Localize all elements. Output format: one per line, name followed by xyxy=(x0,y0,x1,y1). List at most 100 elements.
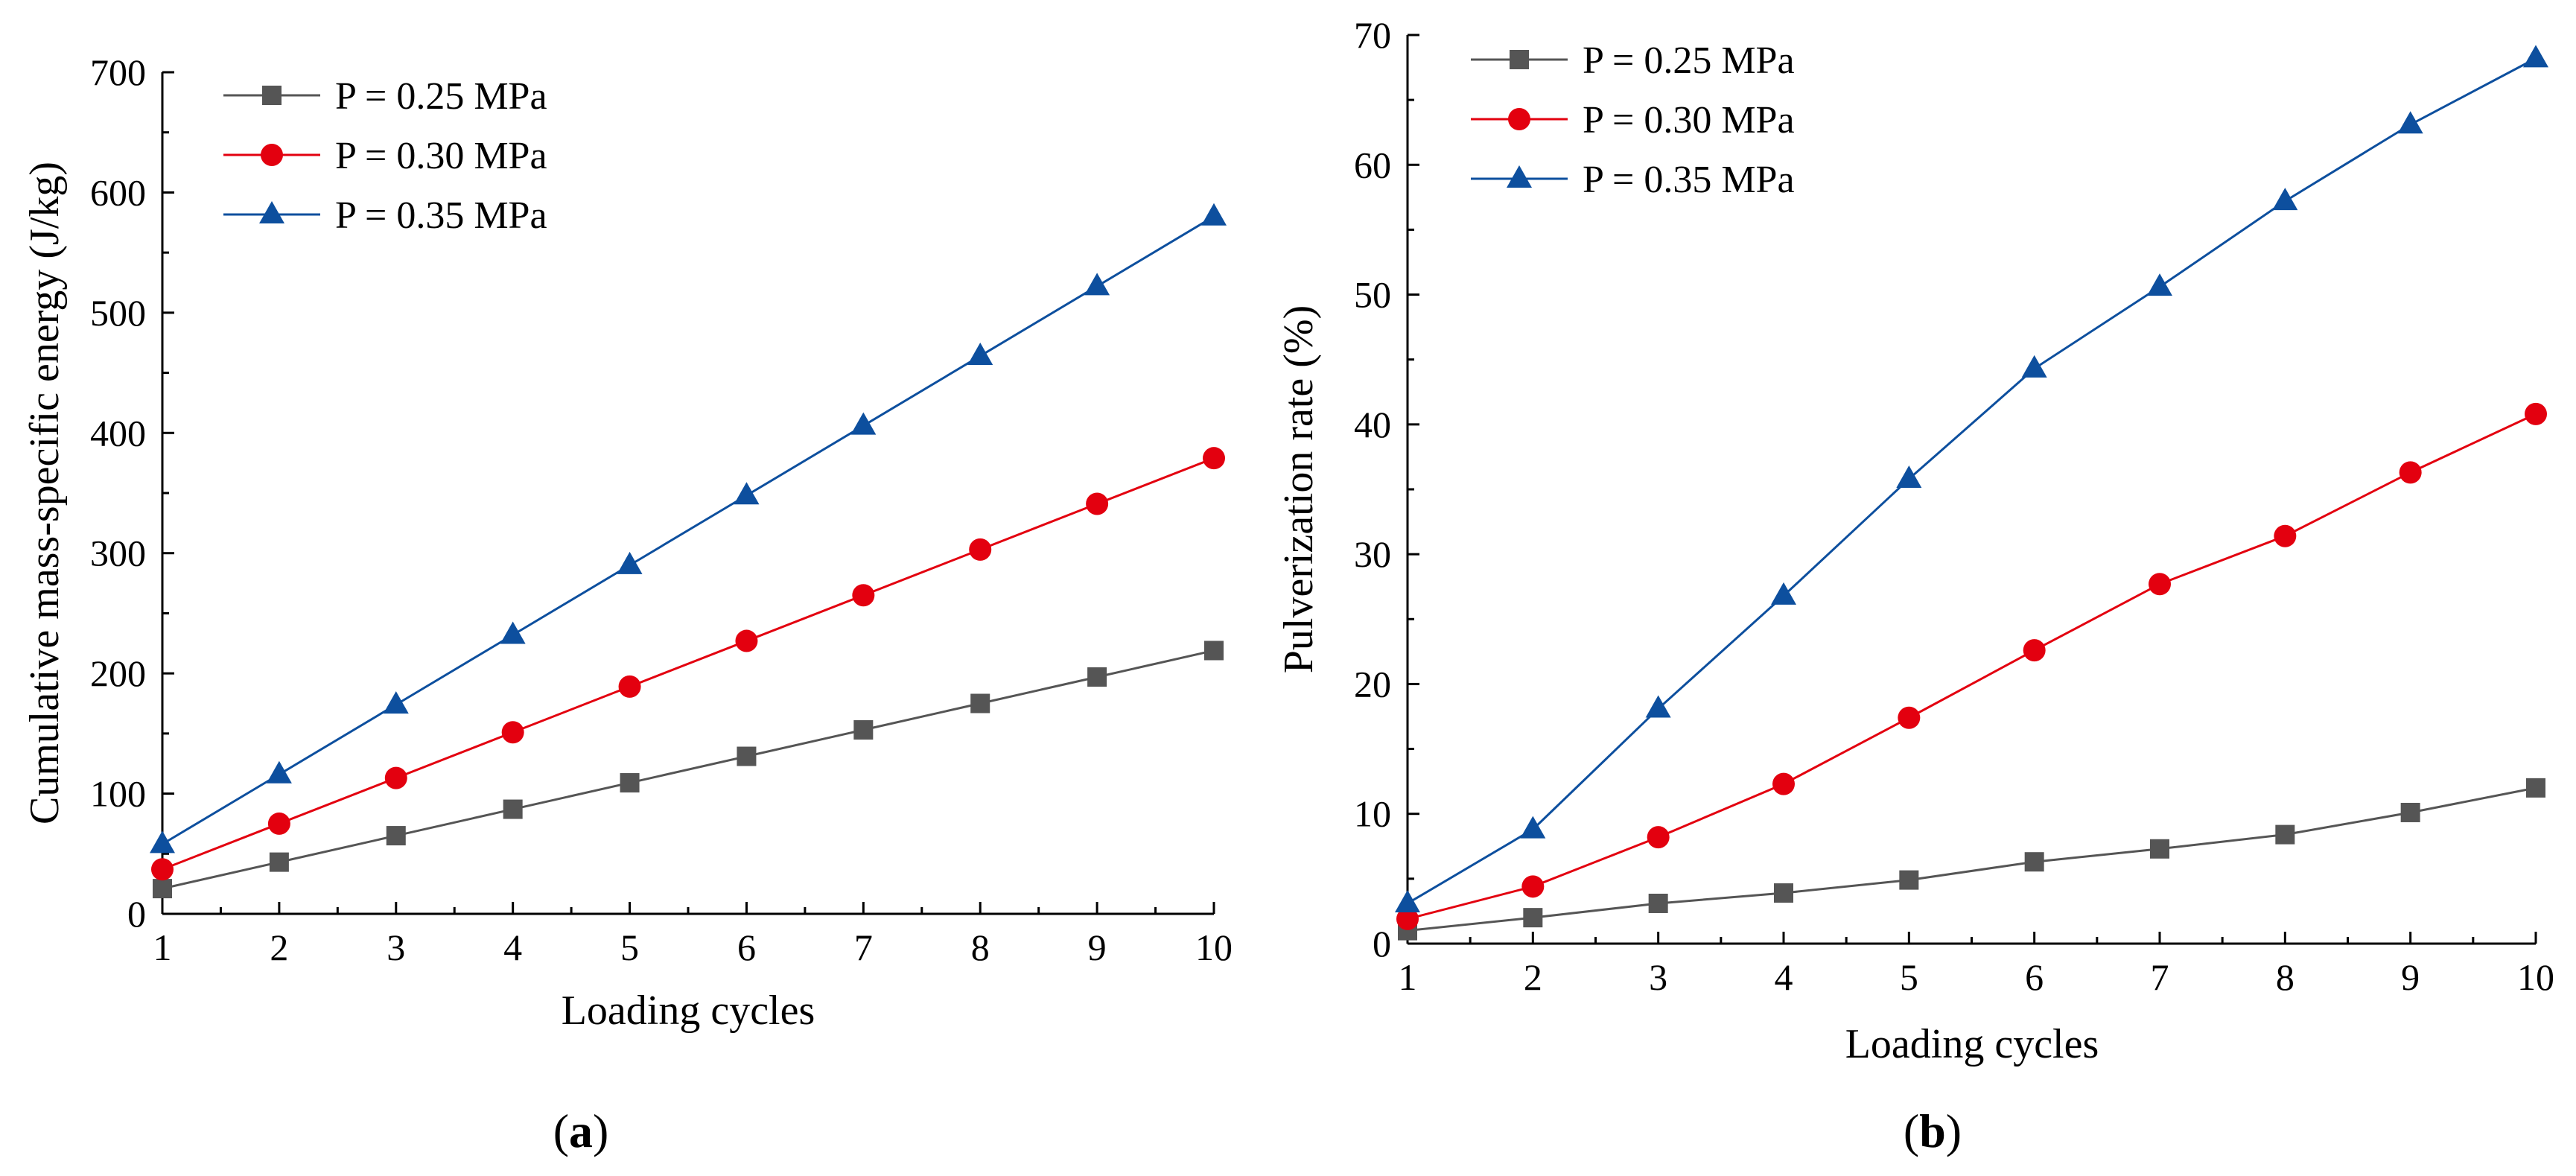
panel-a-x-tick-label: 3 xyxy=(387,927,405,968)
panel-b-series-1-point xyxy=(2526,778,2545,798)
panel-a-x-tick-label: 9 xyxy=(1088,927,1107,968)
panel-a-x-tick-label: 10 xyxy=(1195,927,1233,968)
panel-a-series-3-point xyxy=(266,760,292,784)
panel-b-y-axis-title: Pulverization rate (%) xyxy=(1276,305,1322,673)
panel-b-series-2-point xyxy=(1772,772,1795,795)
panel-a-y-tick-label: 0 xyxy=(127,893,146,935)
panel-b-x-tick-label: 5 xyxy=(1900,956,1918,998)
panel-a-y-tick-label: 600 xyxy=(90,171,146,213)
panel-b-series-3-point xyxy=(1645,695,1671,718)
panel-a-series xyxy=(150,203,1227,899)
panel-a-legend-label-3: P = 0.35 MPa xyxy=(335,194,547,237)
panel-a-series-1-point xyxy=(853,720,874,740)
panel-b-series-2-point xyxy=(2023,639,2046,662)
panel-b-y-tick-label: 10 xyxy=(1354,793,1391,835)
panel-b-series-3-point xyxy=(1520,816,1546,839)
panel-b-series-1-point xyxy=(2275,824,2295,845)
panel-b-legend-marker-3 xyxy=(1507,165,1532,188)
panel-a-series-3-point xyxy=(734,482,760,505)
panel-b-series-3-point xyxy=(2272,188,2298,211)
panel-a-series-2-point xyxy=(151,858,174,881)
panel-a-series-1-point xyxy=(737,746,757,766)
panel-b-label: (b) xyxy=(1904,1105,1962,1157)
panel-a-x-tick-label: 2 xyxy=(270,927,288,968)
panel-b-x-tick-label: 9 xyxy=(2401,956,2420,998)
panel-a-series-3-point xyxy=(967,342,993,365)
panel-a-series-1-point xyxy=(1087,667,1107,687)
panel-a-y-tick-label: 700 xyxy=(90,51,146,93)
panel-b-series-3-point xyxy=(1771,582,1796,605)
panel-b-series-3-point xyxy=(2523,45,2548,68)
panel-b-series-2-point xyxy=(1647,826,1670,849)
panel-a-series-3-point xyxy=(383,691,409,714)
panel-b-series-2-point xyxy=(1521,875,1545,898)
panel-b-series xyxy=(1395,45,2548,941)
panel-b-series-1-point xyxy=(2150,839,2169,859)
panel-b-y-tick-label: 30 xyxy=(1354,533,1391,575)
panel-a-series-1-point xyxy=(386,826,406,846)
panel-b-series-1-point xyxy=(1774,883,1793,903)
panel-a-series-line-3 xyxy=(162,215,1215,845)
panel-a-y-tick-label: 500 xyxy=(90,292,146,334)
panel-a-series-1-point xyxy=(269,852,289,872)
panel-a-legend-marker-2 xyxy=(261,144,283,166)
panel-a-series-2-point xyxy=(618,675,641,698)
panel-b-series-3-point xyxy=(2397,111,2423,134)
panel-b-series-line-2 xyxy=(1407,413,2537,921)
panel-a-series-2-point xyxy=(384,766,407,789)
panel-a-y-tick-label: 100 xyxy=(90,773,146,815)
panel-b-x-tick-label: 6 xyxy=(2025,956,2044,998)
panel-a-legend-marker-1 xyxy=(262,86,282,105)
panel-a-legend-marker-3 xyxy=(259,201,284,223)
panel-a-x-tick-label: 8 xyxy=(971,927,990,968)
panel-b-series-1-point xyxy=(2400,802,2420,822)
panel-a-series-3-point xyxy=(850,412,877,435)
panel-b-x-tick-label: 3 xyxy=(1649,956,1667,998)
panel-a-x-tick-label: 1 xyxy=(153,927,172,968)
panel-a-series-2-point xyxy=(267,812,290,835)
panel-b-y-tick-label: 70 xyxy=(1354,14,1391,56)
panel-b-series-line-1 xyxy=(1407,786,2537,932)
panel-a-series-3-point xyxy=(1201,203,1227,226)
panel-a-series-2-point xyxy=(735,629,758,652)
panel-a-legend: P = 0.25 MPa P = 0.30 MPa P = 0.35 MPa xyxy=(223,75,547,237)
panel-a-legend-label-1: P = 0.25 MPa xyxy=(335,75,547,118)
panel-b-series-3-point xyxy=(2147,273,2172,296)
panel-b-legend-label-1: P = 0.25 MPa xyxy=(1583,39,1795,82)
panel-b-y-tick-label: 60 xyxy=(1354,144,1391,185)
panel-a-x-tick-label: 7 xyxy=(854,927,873,968)
panel-b-series-1-point xyxy=(2024,852,2044,872)
panel-b-legend-label-2: P = 0.30 MPa xyxy=(1583,99,1795,142)
panel-b-series-3-point xyxy=(1896,465,1922,489)
panel-b-series-3-point xyxy=(2021,355,2047,378)
panel-a-y-axis-title: Cumulative mass-specific energy (J/kg) xyxy=(22,162,68,824)
panel-b-legend-label-3: P = 0.35 MPa xyxy=(1583,159,1795,201)
panel-a-series-1-point xyxy=(503,799,523,819)
panel-b-x-tick-label: 7 xyxy=(2151,956,2169,998)
panel-a-legend-label-2: P = 0.30 MPa xyxy=(335,135,547,177)
panel-b-series-3-point xyxy=(1395,889,1420,912)
panel-b-legend: P = 0.25 MPa P = 0.30 MPa P = 0.35 MPa xyxy=(1471,39,1795,201)
panel-a-series-3-point xyxy=(1084,273,1110,296)
panel-a-x-tick-label: 4 xyxy=(503,927,522,968)
panel-a-y-tick-label: 400 xyxy=(90,412,146,454)
panel-b-x-tick-label: 8 xyxy=(2276,956,2294,998)
panel-a-y-tick-label: 300 xyxy=(90,533,146,574)
panel-a-series-1-point xyxy=(970,693,990,713)
panel-b-series-2-point xyxy=(2399,461,2422,484)
panel-b-series-1-point xyxy=(1523,908,1543,928)
panel-a-series-2-point xyxy=(1203,447,1225,470)
panel-b-x-axis-title: Loading cycles xyxy=(1845,1021,2099,1067)
panel-b-y-tick-label: 0 xyxy=(1373,923,1391,964)
panel-a-series-1-point xyxy=(1204,641,1224,661)
panel-b-x-tick-label: 2 xyxy=(1524,956,1542,998)
panel-a-x-tick-label: 5 xyxy=(620,927,639,968)
panel-b-series-2-point xyxy=(2149,573,2171,596)
panel-b-y-tick-label: 20 xyxy=(1354,663,1391,705)
panel-a-x-tick-label: 6 xyxy=(737,927,756,968)
panel-a-series-2-point xyxy=(852,584,875,607)
panel-b-x-tick-label: 1 xyxy=(1399,956,1417,998)
